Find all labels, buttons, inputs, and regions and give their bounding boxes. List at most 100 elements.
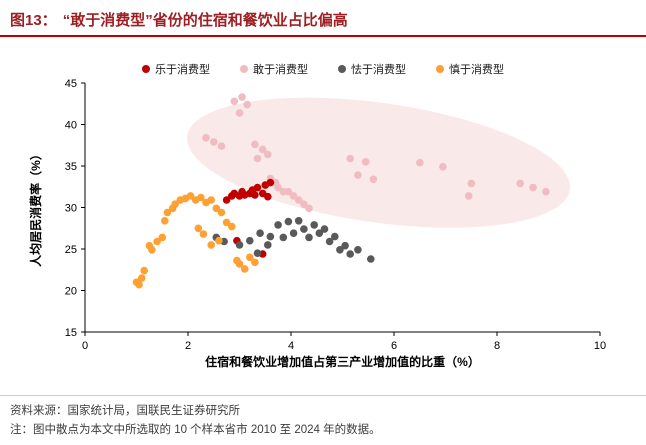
legend-item-4: 慎于消费型 — [436, 61, 504, 77]
title-divider — [0, 35, 646, 37]
series-乐于消费型 — [222, 178, 275, 258]
data-point — [336, 246, 344, 254]
legend-dot-icon — [436, 65, 444, 73]
data-point — [266, 178, 275, 187]
data-point — [305, 204, 313, 213]
source-line: 资料来源：国家统计局，国联民生证券研究所 — [10, 405, 240, 418]
data-point — [235, 109, 244, 117]
legend-dot-icon — [142, 65, 150, 73]
data-point — [284, 187, 293, 196]
data-point — [354, 171, 362, 179]
data-point — [153, 237, 161, 246]
y-tick-label: 30 — [65, 203, 77, 215]
data-point — [210, 138, 218, 146]
data-point — [467, 179, 476, 188]
data-point — [235, 260, 244, 268]
x-tick-label: 2 — [185, 340, 191, 352]
legend-item-2: 敢于消费型 — [240, 61, 308, 77]
data-point — [258, 145, 267, 154]
data-point — [251, 191, 259, 199]
legend-item-1: 乐于消费型 — [142, 61, 210, 77]
y-tick-label: 20 — [65, 286, 77, 298]
data-point — [289, 229, 298, 237]
figure-header: 图13： “敢于消费型”省份的住宿和餐饮业占比偏高 — [0, 0, 646, 35]
data-point — [354, 246, 362, 254]
data-point — [228, 222, 236, 231]
data-point — [367, 255, 375, 263]
data-point — [300, 200, 308, 208]
data-point — [264, 192, 272, 201]
x-tick-label: 4 — [288, 340, 294, 352]
data-point — [289, 192, 298, 200]
data-point — [274, 221, 282, 229]
data-point — [325, 237, 334, 246]
series-怯于消费型 — [212, 217, 375, 263]
data-point — [279, 233, 288, 242]
data-point — [256, 229, 264, 237]
data-point — [230, 97, 239, 106]
series-敢于消费型 — [202, 93, 550, 213]
chart-legend: 乐于消费型 敢于消费型 怯于消费型 慎于消费型 — [0, 61, 646, 77]
data-point — [284, 217, 293, 226]
data-point — [140, 266, 148, 275]
data-point — [163, 208, 172, 217]
data-point — [315, 229, 324, 237]
data-point — [294, 217, 303, 225]
data-point — [542, 187, 550, 196]
data-point — [253, 154, 262, 163]
data-point — [516, 179, 524, 188]
data-point — [222, 196, 231, 204]
highlight-ellipse — [187, 97, 570, 228]
data-point — [215, 236, 223, 245]
data-point — [240, 265, 249, 273]
data-point — [207, 196, 215, 204]
y-tick-label: 25 — [65, 244, 77, 256]
y-tick-label: 45 — [65, 78, 77, 90]
data-point — [341, 241, 349, 250]
data-point — [320, 225, 329, 233]
data-point — [197, 193, 205, 202]
data-point — [251, 140, 259, 149]
data-point — [331, 232, 339, 241]
figure-footer: 资料来源：国家统计局，国联民生证券研究所 注：图中散点为本文中所选取的 10 个… — [0, 395, 646, 439]
data-point — [310, 221, 319, 229]
series-慎于消费型 — [132, 192, 259, 289]
data-point — [264, 241, 272, 249]
data-point — [246, 236, 254, 245]
data-point — [346, 250, 355, 258]
data-point — [294, 196, 303, 204]
data-point — [238, 93, 246, 101]
x-axis-title: 住宿和餐饮业增加值占第三产业增加值的比重（%） — [205, 354, 480, 369]
data-point — [199, 230, 208, 238]
y-axis-title: 人均居民消费率（%） — [28, 148, 43, 267]
data-point — [369, 175, 378, 184]
legend-label: 乐于消费型 — [155, 64, 210, 76]
data-point — [217, 208, 226, 217]
legend-label: 慎于消费型 — [449, 64, 504, 76]
scatter-chart: 0 2 4 6 8 10 15 20 25 30 35 40 45 住宿和餐饮业增加值占第三产业增加值的比… — [28, 78, 606, 369]
data-point — [361, 158, 370, 166]
x-tick-label: 0 — [82, 340, 88, 352]
legend-dot-icon — [240, 65, 248, 73]
data-point — [300, 225, 308, 233]
note-line: 注：图中散点为本文中所选取的 10 个样本省市 2010 至 2024 年的数据… — [10, 423, 381, 436]
figure-number: 图13： — [10, 12, 57, 29]
data-point — [137, 274, 146, 282]
data-point — [194, 224, 203, 233]
legend-label: 敢于消费型 — [253, 64, 308, 76]
data-point — [222, 218, 231, 227]
data-point — [253, 183, 262, 192]
legend-item-3: 怯于消费型 — [338, 61, 406, 77]
data-point — [207, 241, 215, 249]
data-point — [148, 246, 156, 254]
data-point — [243, 100, 251, 109]
x-tick-label: 8 — [494, 340, 500, 352]
data-point — [529, 183, 537, 192]
figure-title: “敢于消费型”省份的住宿和餐饮业占比偏高 — [62, 12, 348, 29]
data-point — [416, 158, 424, 167]
x-tick-label: 6 — [391, 340, 397, 352]
data-point — [217, 142, 226, 150]
data-point — [439, 163, 447, 171]
y-tick-label: 15 — [65, 327, 77, 339]
